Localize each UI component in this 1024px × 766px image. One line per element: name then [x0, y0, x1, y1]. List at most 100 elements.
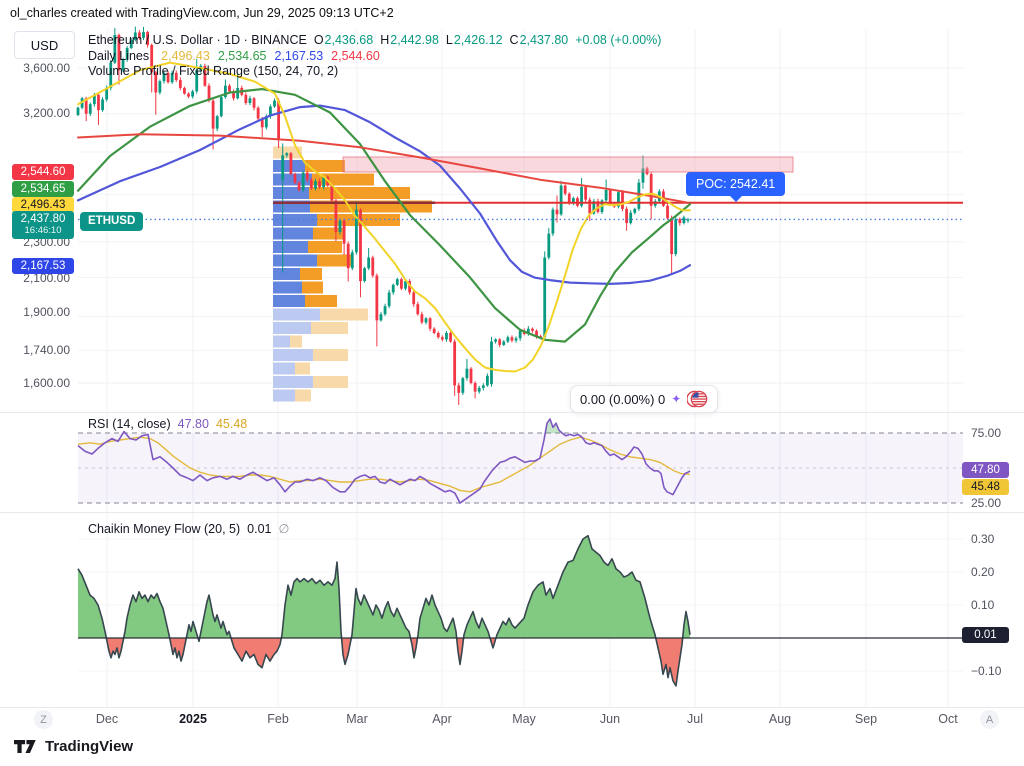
- volume-profile-buy-bar: [273, 160, 305, 172]
- price-tick-label: 1,600.00: [23, 376, 70, 390]
- cmf-empty-icon: ∅: [278, 522, 290, 536]
- cmf-title: Chaikin Money Flow (20, 5): [88, 522, 241, 536]
- pane-separator-main-rsi[interactable]: [0, 412, 1024, 413]
- volume-profile-sell-bar: [295, 362, 310, 375]
- daily-line-value: 2,496.43: [161, 48, 210, 63]
- volume-profile-sell-bar: [309, 187, 410, 199]
- daily-line-value: 2,544.60: [331, 48, 380, 63]
- symbol-price-tag: ETHUSD: [80, 212, 144, 231]
- time-axis-label: Aug: [768, 712, 792, 726]
- countdown-pill[interactable]: 0.00 (0.00%) 0 ✦: [570, 385, 719, 413]
- time-axis-label: Apr: [432, 712, 452, 726]
- tradingview-logo[interactable]: TradingView: [14, 738, 133, 755]
- volume-profile-sell-bar: [295, 389, 311, 402]
- time-axis-label: May: [512, 712, 536, 726]
- volume-profile-sell-bar: [308, 241, 342, 253]
- pane-separator-time-axis[interactable]: [0, 707, 1024, 708]
- timezone-button[interactable]: Z: [34, 710, 53, 729]
- time-axis-label: 2025: [179, 712, 207, 726]
- sparkle-icon: ✦: [671, 392, 682, 406]
- volume-profile-sell-bar: [313, 349, 348, 361]
- ma-curve-blue: [76, 104, 692, 285]
- cmf-value-tag: 0.01: [962, 627, 1009, 643]
- daily-line-tag-green: 2,534.65: [12, 181, 74, 197]
- ma-curves: [76, 61, 692, 373]
- volume-profile-buy-bar: [273, 322, 311, 334]
- daily-line-tag-red: 2,544.60: [12, 164, 74, 180]
- volume-profile-buy-bar: [273, 295, 305, 307]
- cmf-outline: [77, 534, 691, 687]
- time-axis-label: Dec: [95, 712, 119, 726]
- cmf-title-row[interactable]: Chaikin Money Flow (20, 5) 0.01 ∅: [88, 521, 289, 536]
- time-axis-label: Sep: [854, 712, 878, 726]
- cmf-scale-label: 0.30: [971, 532, 995, 546]
- legend-volume-profile-row[interactable]: Volume Profile / Fixed Range (150, 24, 7…: [88, 64, 339, 78]
- volume-profile-buy-bar: [273, 227, 313, 240]
- rsi-main-tag: 47.80: [962, 462, 1009, 478]
- daily-line-tag-blue: 2,167.53: [12, 258, 74, 274]
- volume-profile-buy-bar: [273, 187, 309, 199]
- volume-profile-buy-bar: [273, 376, 313, 388]
- volume-profile-sell-bar: [305, 295, 337, 307]
- ma-curve-yellow: [77, 61, 691, 373]
- rsi-scale-high: 75.00: [971, 426, 1002, 440]
- change-value: +0.08 (+0.00%): [575, 33, 662, 47]
- ohlc-high-label: H: [380, 33, 390, 47]
- volume-profile-sell-bar: [320, 308, 368, 321]
- volume-profile-buy-bar: [273, 308, 320, 321]
- us-flag-event-icon[interactable]: [686, 389, 708, 409]
- volume-profile-sell-bar: [300, 268, 322, 280]
- volume-profile-buy-bar: [273, 254, 317, 267]
- tradingview-logo-icon: [14, 740, 36, 753]
- grid-lines: [78, 30, 963, 707]
- rsi-pane: [77, 418, 963, 504]
- legend-daily-lines-row[interactable]: Daily Lines 2,496.43 2,534.65 2,167.53 2,544…: [88, 49, 661, 65]
- ohlc-close-label: C: [509, 33, 519, 47]
- ohlc-open-value: 2,436.68: [324, 33, 374, 47]
- volume-profile-sell-bar: [290, 335, 302, 348]
- volume-profile-sell-bar: [313, 376, 348, 388]
- volume-profile-buy-bar: [273, 335, 290, 348]
- cmf-scale-label: −0.10: [971, 664, 1002, 678]
- rsi-scale-low: 25.00: [971, 496, 1002, 510]
- autoscale-button[interactable]: A: [980, 710, 999, 729]
- volume-profile-sell-bar: [302, 281, 323, 294]
- volume-profile-buy-bar: [273, 268, 300, 280]
- current-price-tag: 2,437.80 16:46:10: [12, 211, 74, 239]
- ohlc-close-value: 2,437.80: [519, 33, 569, 47]
- pane-separator-rsi-cmf[interactable]: [0, 512, 1024, 513]
- currency-button[interactable]: USD: [14, 31, 75, 59]
- time-axis-label: Jun: [599, 712, 621, 726]
- volume-profile-buy-bar: [273, 362, 295, 375]
- volume-profile-sell-bar: [305, 160, 345, 172]
- volume-profile: [273, 146, 432, 402]
- symbol-title: Ethereum / U.S. Dollar · 1D · BINANCE: [88, 33, 307, 47]
- price-tick-label: 1,900.00: [23, 305, 70, 319]
- price-tick-label: 3,200.00: [23, 106, 70, 120]
- rsi-main-line: [77, 418, 691, 504]
- legend: Ethereum / U.S. Dollar · 1D · BINANCE O2,…: [88, 33, 661, 80]
- daily-line-value: 2,534.65: [217, 48, 267, 63]
- volume-profile-sell-bar: [311, 322, 348, 334]
- poc-label[interactable]: POC: 2542.41: [686, 172, 786, 202]
- time-axis-label: Jul: [687, 712, 703, 726]
- ma-curve-green: [76, 88, 692, 343]
- volume-profile-buy-bar: [273, 241, 308, 253]
- cmf-scale-label: 0.20: [971, 565, 995, 579]
- volume-profile-buy-bar: [273, 281, 302, 294]
- cmf-value: 0.01: [247, 522, 272, 536]
- price-tick-label: 1,740.00: [23, 343, 70, 357]
- price-tick-label: 2,100.00: [23, 271, 70, 285]
- rsi-title-row[interactable]: RSI (14, close) 47.80 45.48: [88, 417, 247, 431]
- legend-symbol-row[interactable]: Ethereum / U.S. Dollar · 1D · BINANCE O2,…: [88, 33, 661, 49]
- rsi-value-main: 47.80: [177, 417, 209, 431]
- ma-curve-red: [77, 133, 687, 204]
- daily-line-tag-yellow: 2,496.43: [12, 197, 74, 213]
- volume-profile-sell-bar: [317, 254, 352, 267]
- cmf-positive-area: [78, 535, 690, 638]
- price-tick-label: 3,600.00: [23, 61, 70, 75]
- cmf-scale-label: 0.10: [971, 598, 995, 612]
- ohlc-high-value: 2,442.98: [390, 33, 439, 47]
- daily-line-value: 2,167.53: [274, 48, 324, 63]
